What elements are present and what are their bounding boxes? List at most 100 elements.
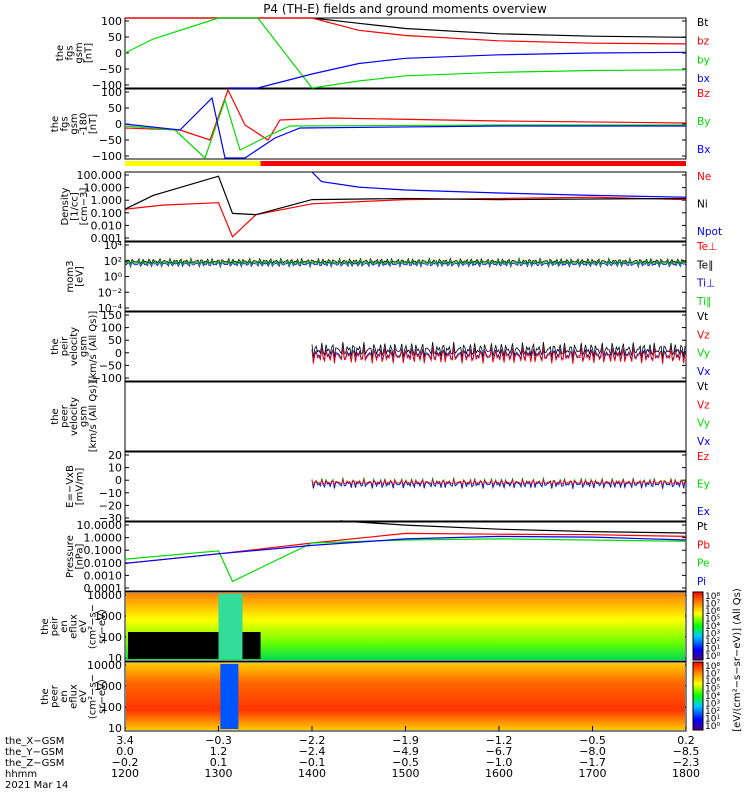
y-axis-label: eflux	[69, 614, 80, 639]
x-tick-label: 1800	[672, 767, 700, 780]
panel-frame	[124, 88, 687, 160]
y-axis-label: sr−eV)	[97, 679, 108, 714]
x-tick-label: −1.9	[392, 734, 419, 747]
colorbar-tick: 10⁰	[705, 722, 720, 732]
series-pi	[124, 535, 687, 564]
y-axis-label: en	[59, 620, 70, 633]
y-axis-label: the	[55, 45, 66, 61]
y-tick-label: −10	[99, 487, 122, 500]
y-axis-label: eV	[78, 620, 89, 633]
colorbar-tick: 10⁷	[705, 600, 720, 610]
y-tick-label: 50	[108, 334, 122, 347]
y-tick-label: 10⁴	[104, 239, 123, 252]
y-tick-label: 0.0010	[84, 569, 123, 582]
y-axis-label: gsm	[79, 336, 90, 357]
y-tick-label: 0.100	[91, 207, 123, 220]
y-tick-label: −20	[99, 499, 122, 512]
legend-entry: Ti∥	[696, 296, 711, 308]
legend-entry: Vz	[697, 329, 710, 341]
y-axis-label: velocity	[69, 327, 80, 366]
y-tick-label: 1000	[94, 610, 122, 623]
colorbar-label: [eV/(cm²−s−sr−eV)] (All Qs)	[732, 588, 743, 732]
colorbar-tick: 10³	[705, 700, 720, 710]
x-tick-label: −1.2	[486, 734, 513, 747]
y-axis-label: peir	[50, 616, 61, 636]
series-npot	[311, 171, 687, 198]
y-axis-label: [nPa]	[75, 543, 86, 569]
colorbar-tick: 10⁶	[705, 677, 720, 687]
y-tick-label: −50	[99, 359, 122, 372]
legend-entry: Vy	[697, 418, 710, 430]
y-axis-label: [eV]	[75, 266, 86, 287]
y-tick-label: 1000	[94, 680, 122, 693]
series-ey	[311, 477, 686, 490]
series-by	[124, 17, 687, 89]
y-axis-label: peer	[60, 404, 71, 428]
y-tick-label: −50	[99, 63, 122, 76]
legend-entry: Vx	[697, 436, 710, 448]
y-tick-label: −30	[99, 512, 122, 525]
panels-layer: 100500−50−100thefgsgsm[nT]Btbzbybx100500…	[40, 15, 722, 735]
x-row-label: the_X−GSM	[5, 736, 64, 747]
x-tick-label: −8.0	[579, 745, 606, 758]
colorbar-tick: 10⁰	[705, 652, 720, 662]
y-axis-label: peir	[60, 336, 71, 356]
x-tick-label: 0.1	[210, 756, 228, 769]
y-tick-label: 10	[108, 722, 122, 735]
x-tick-label: −8.5	[673, 745, 700, 758]
y-tick-label: 1.000	[91, 194, 123, 207]
y-tick-label: 10000	[87, 659, 122, 672]
legend-entry: Ti⊥	[696, 278, 715, 290]
series-vt-ion	[311, 342, 686, 358]
legend-entry: By	[697, 116, 710, 128]
legend-entry: bz	[697, 36, 710, 48]
legend-entry: Te⊥	[696, 241, 717, 253]
y-tick-label: −50	[99, 134, 122, 147]
series-ni	[124, 175, 687, 216]
panel-frame	[124, 171, 687, 242]
y-tick-label: 0	[115, 47, 122, 60]
y-tick-label: 50	[108, 102, 122, 115]
y-axis-label: [km/s (All Qs)]	[88, 311, 99, 383]
x-tick-label: −0.5	[392, 756, 419, 769]
y-tick-label: 0.001	[91, 232, 123, 245]
legend-entry: Pb	[697, 539, 710, 551]
x-tick-label: −4.9	[392, 745, 419, 758]
y-axis-label: mom3	[65, 261, 76, 293]
y-axis-label: peer	[50, 684, 61, 708]
x-tick-label: 1600	[485, 767, 513, 780]
x-tick-label: −2.2	[299, 734, 326, 747]
y-tick-label: −100	[92, 372, 122, 385]
panel-frame	[124, 591, 687, 662]
x-tick-label: 1200	[111, 767, 139, 780]
legend-entry: Vx	[697, 366, 710, 378]
colorbar-tick: 10⁵	[705, 615, 720, 625]
legend-entry: Vz	[697, 399, 710, 411]
legend-entry: Npot	[697, 226, 722, 238]
legend-entry: Bt	[697, 17, 708, 29]
traces-layer	[124, 17, 687, 730]
y-tick-label: 10	[108, 462, 122, 475]
y-tick-label: 10⁻²	[98, 286, 122, 299]
legend-entry: Pi	[697, 576, 706, 588]
x-tick-label: −6.7	[486, 745, 513, 758]
colorbar-lower	[692, 661, 704, 731]
legend-entry: Ez	[697, 451, 710, 463]
x-tick-label: −0.3	[205, 734, 232, 747]
y-tick-label: −100	[92, 79, 122, 92]
legend-entry: Ni	[697, 199, 708, 211]
y-tick-label: −100	[92, 150, 122, 163]
x-tick-label: 3.4	[116, 734, 134, 747]
mode-bar-fast	[260, 161, 686, 166]
y-tick-label: 10.0000	[77, 519, 123, 532]
y-tick-label: 50	[108, 31, 122, 44]
y-tick-label: 100	[101, 15, 122, 28]
series-pe	[124, 538, 687, 583]
x-tick-label: 1300	[205, 767, 233, 780]
x-tick-label: 0.2	[677, 734, 695, 747]
figure-title: P4 (TH-E) fields and ground moments over…	[263, 2, 547, 16]
y-tick-label: 10⁻⁴	[98, 302, 123, 315]
series-ti-par	[124, 258, 687, 268]
y-axis-label: the	[50, 408, 61, 424]
